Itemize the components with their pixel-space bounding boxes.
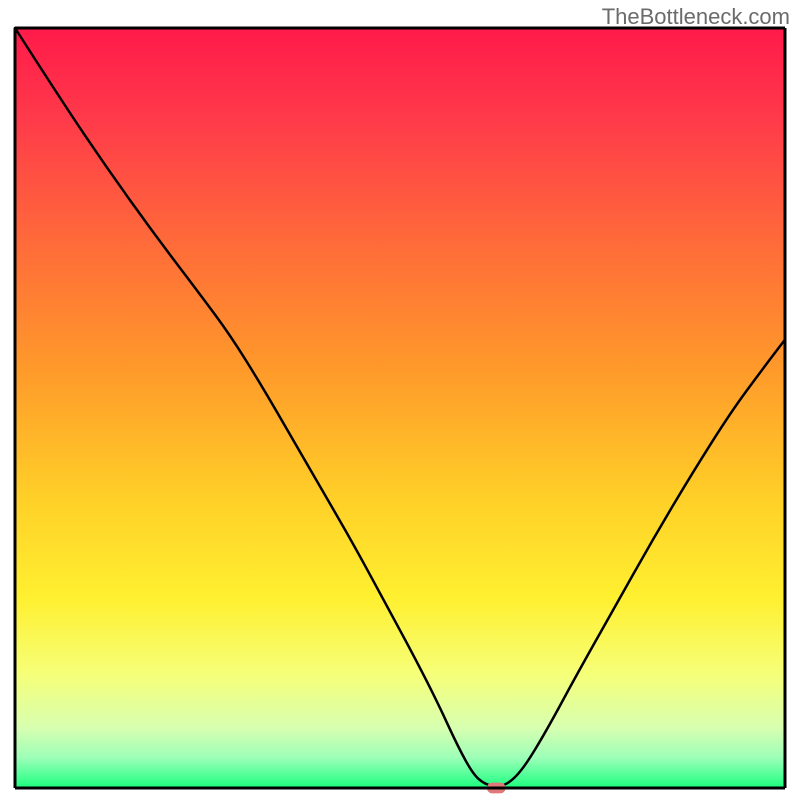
attribution-text: TheBottleneck.com: [602, 4, 790, 30]
chart-background: [15, 28, 785, 788]
chart-container: TheBottleneck.com: [0, 0, 800, 800]
bottleneck-chart: [0, 0, 800, 800]
